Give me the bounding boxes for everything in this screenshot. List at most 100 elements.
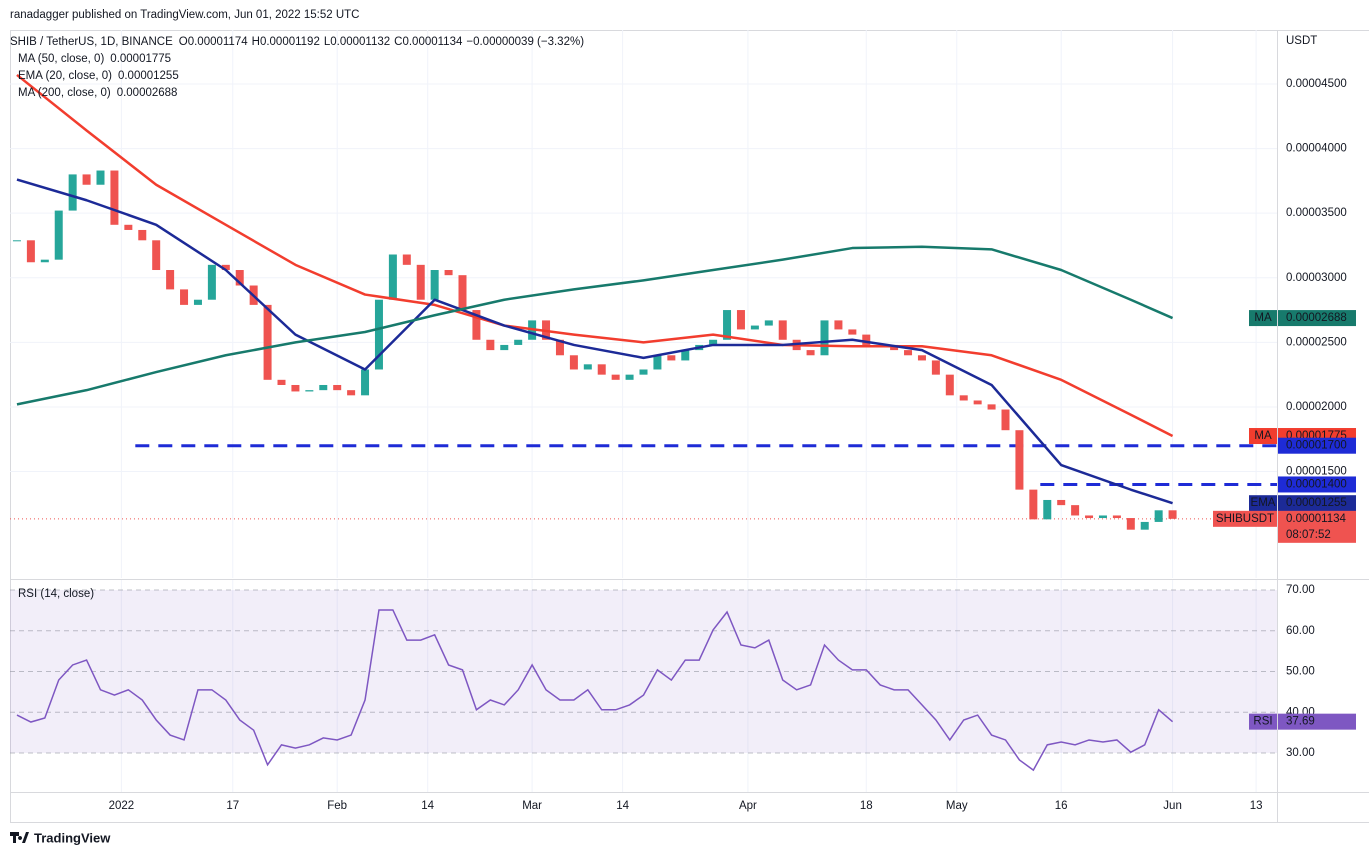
- candle-body: [26, 240, 35, 263]
- x-tick-label: 14: [616, 800, 629, 812]
- legend-value: 0.00001775: [110, 53, 171, 65]
- badge: [1278, 495, 1356, 512]
- x-tick-label: 14: [421, 800, 434, 812]
- candle-body: [597, 364, 606, 375]
- candle-body: [180, 289, 189, 305]
- footer-brand: TradingView: [34, 830, 111, 845]
- x-tick-label: Mar: [522, 800, 542, 812]
- badge: [1213, 510, 1277, 527]
- publisher: ranadagger published on TradingView.com,…: [10, 9, 360, 21]
- candle-body: [736, 310, 745, 330]
- candle-body: [235, 270, 244, 286]
- candle-body: [667, 355, 676, 361]
- badge-text: 0.00002688: [1286, 312, 1347, 324]
- candle-body: [110, 170, 119, 225]
- badge: [1278, 713, 1356, 730]
- candle-body: [1085, 515, 1094, 519]
- candle-body: [1015, 430, 1024, 490]
- legend-value: 0.00002688: [117, 87, 178, 99]
- candle-body: [347, 390, 356, 396]
- x-tick-label: 17: [226, 800, 239, 812]
- candle-body: [681, 350, 690, 361]
- candle-body: [1043, 499, 1052, 520]
- candle-body: [486, 339, 495, 351]
- candle-body: [458, 275, 467, 311]
- indicator-line: [16, 178, 1173, 505]
- candle-body: [500, 344, 509, 351]
- badge-text: 37.69: [1286, 716, 1315, 728]
- candle-body: [750, 325, 759, 330]
- currency: USDT: [1286, 35, 1317, 47]
- candle-body: [152, 240, 161, 271]
- candle-body: [625, 374, 634, 380]
- candle-body: [1071, 505, 1080, 516]
- ohlc-value: 0.00001192: [260, 36, 320, 48]
- candle-body: [653, 355, 662, 370]
- candle-body: [904, 350, 913, 356]
- y-tick-label: 0.00004000: [1286, 143, 1347, 155]
- footer-logo: [10, 832, 29, 843]
- ohlc-label: H: [252, 36, 260, 48]
- candle-body: [361, 369, 370, 396]
- candle-body: [402, 254, 411, 265]
- candle-body: [611, 374, 620, 380]
- candle-body: [778, 320, 787, 340]
- badge: [1278, 437, 1356, 454]
- x-tick-label: May: [946, 800, 968, 812]
- rsi-title: RSI (14, close): [18, 588, 94, 600]
- legend-name: MA (50, close, 0): [18, 53, 104, 65]
- legend-value: 0.00001255: [118, 70, 179, 82]
- candle-body: [583, 364, 592, 370]
- indicator-line: [16, 73, 1174, 438]
- candle-body: [555, 339, 564, 356]
- candle-body: [388, 254, 397, 300]
- candle-body: [374, 299, 383, 370]
- badge-tag-text: RSI: [1253, 716, 1272, 728]
- rsi-line: [16, 609, 1174, 772]
- badge: [1278, 310, 1356, 327]
- candle-body: [514, 339, 523, 345]
- candle-body: [124, 224, 133, 230]
- candle-body: [1098, 515, 1107, 519]
- ohlc-value: 0.00001134: [402, 36, 463, 48]
- ohlc-label: O: [179, 36, 188, 48]
- candle-body: [1112, 515, 1121, 519]
- countdown: 08:07:52: [1286, 529, 1331, 541]
- candle-body: [723, 310, 732, 340]
- candle-body: [82, 174, 91, 185]
- candle-body: [138, 229, 147, 241]
- candle-body: [1140, 521, 1149, 530]
- badge-tag-text: MA: [1254, 312, 1272, 324]
- candle-body: [333, 384, 342, 391]
- indicator-line: [16, 245, 1174, 406]
- candle-body: [221, 264, 230, 271]
- candle-body: [1001, 409, 1010, 431]
- candle-body: [1154, 510, 1163, 522]
- y-tick-label: 70.00: [1286, 584, 1315, 596]
- candle-body: [987, 404, 996, 410]
- badge-text: 0.00001255: [1286, 497, 1347, 509]
- candle-body: [263, 304, 272, 380]
- badge-tag: [1249, 495, 1277, 512]
- change: −0.00000039 (−3.32%): [466, 36, 584, 48]
- ohlc-label: L: [324, 36, 331, 48]
- candle-body: [834, 320, 843, 330]
- y-tick-label: 60.00: [1286, 625, 1315, 637]
- badge: [1278, 510, 1356, 543]
- candle-body: [12, 240, 21, 242]
- candle-body: [305, 390, 314, 392]
- candle-body: [207, 264, 216, 300]
- candle-body: [890, 344, 899, 351]
- badge-tag-text: EMA: [1251, 497, 1276, 509]
- y-tick-label: 50.00: [1286, 666, 1315, 678]
- y-tick-label: 0.00002500: [1286, 336, 1347, 348]
- legend-name: MA (200, close, 0): [18, 87, 111, 99]
- candle-body: [764, 320, 773, 326]
- candle-body: [277, 379, 286, 385]
- candle-body: [430, 270, 439, 300]
- badge-tag-text: SHIBUSDT: [1216, 513, 1274, 525]
- x-tick-label: 2022: [109, 800, 135, 812]
- badge-text: 0.00001700: [1286, 440, 1347, 452]
